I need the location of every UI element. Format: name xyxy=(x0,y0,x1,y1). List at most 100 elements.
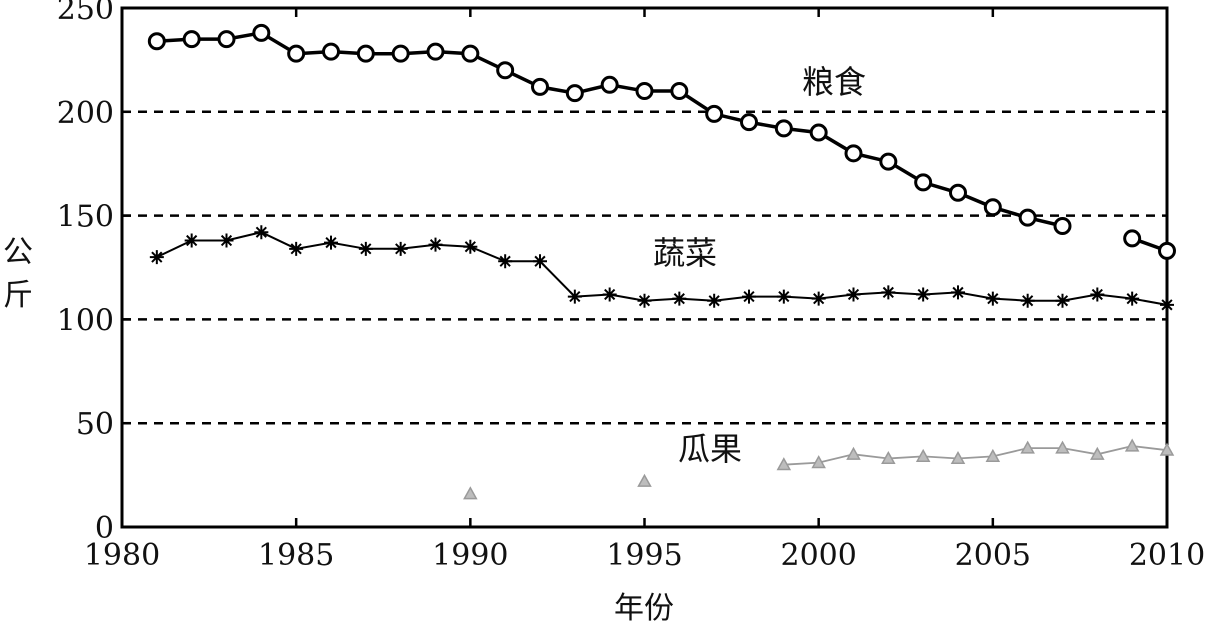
series-2-point-1995 xyxy=(637,473,652,487)
series-1-point-2005 xyxy=(985,291,1000,306)
x-tick-label-1985: 1985 xyxy=(258,538,334,573)
series-2-point-2005 xyxy=(985,448,1001,462)
series-0-point-1996 xyxy=(670,82,689,101)
x-tick-label-1980: 1980 xyxy=(84,538,160,573)
series-0-point-2006 xyxy=(1018,208,1037,227)
series-1-point-1991 xyxy=(498,254,513,269)
series-0-point-2010 xyxy=(1158,241,1176,260)
series-0-point-1985 xyxy=(287,44,306,63)
series-1-point-1985 xyxy=(289,241,304,256)
series-1-point-1981 xyxy=(149,250,164,265)
series-0-point-2009 xyxy=(1123,229,1142,248)
x-tick-label-2010: 2010 xyxy=(1129,538,1205,573)
y-tick-label-250: 250 xyxy=(57,0,114,27)
series-2-point-2009 xyxy=(1124,438,1140,452)
series-2-point-2004 xyxy=(950,450,966,465)
series-2-point-2010 xyxy=(1159,442,1175,456)
series-2-line-2 xyxy=(783,445,1168,466)
y-tick-label-200: 200 xyxy=(57,96,114,131)
y-axis-title: 公 斤 xyxy=(3,235,33,313)
series-2-point-2008 xyxy=(1090,446,1105,460)
series-2-point-1999 xyxy=(776,457,792,471)
series-0-point-1983 xyxy=(217,30,236,49)
series-1-point-1995 xyxy=(637,293,652,308)
y-tick-label-50: 50 xyxy=(76,407,114,442)
series-label-fruits: 瓜果 xyxy=(678,430,742,468)
series-1-point-2008 xyxy=(1090,287,1105,302)
series-0-point-1995 xyxy=(635,82,654,101)
axis-ticks: 1980 1985 1990 1995 2000 2005 2010 0 50 100 150 200… xyxy=(57,0,1205,573)
series-0-point-1984 xyxy=(252,23,271,42)
series-0-point-2001 xyxy=(844,144,863,163)
series-0-point-1988 xyxy=(391,44,410,63)
series-1-point-2007 xyxy=(1055,293,1070,308)
series-0-point-2000 xyxy=(809,123,828,142)
series-1-point-1989 xyxy=(428,237,443,252)
series-1-point-1996 xyxy=(672,291,687,306)
series-1-point-1999 xyxy=(776,289,791,304)
series-1-point-1990 xyxy=(463,239,478,254)
series-1-point-2003 xyxy=(916,287,931,302)
series-1-point-2009 xyxy=(1125,291,1140,306)
series-1-point-2010 xyxy=(1160,297,1174,312)
x-tick-label-1995: 1995 xyxy=(606,538,682,573)
series-0-point-1993 xyxy=(565,84,584,103)
series-label-grain: 粮食 xyxy=(802,63,866,101)
y-axis-title-char-2: 斤 xyxy=(3,278,33,313)
y-axis-title-char-1: 公 xyxy=(3,235,33,270)
x-tick-label-2005: 2005 xyxy=(955,538,1031,573)
series-2-point-1990 xyxy=(463,486,478,500)
series-0-point-1982 xyxy=(182,30,201,49)
series-1-point-1998 xyxy=(742,289,756,304)
x-tick-label-1990: 1990 xyxy=(432,538,508,573)
series-1-point-1984 xyxy=(254,225,269,240)
series-1-point-2000 xyxy=(811,291,826,306)
series-0-point-1986 xyxy=(322,42,340,61)
series-2-point-2001 xyxy=(846,446,861,460)
series-1-point-1988 xyxy=(393,241,408,256)
y-tick-label-0: 0 xyxy=(95,511,114,546)
x-axis-title: 年份 xyxy=(614,591,674,626)
series-2-point-2000 xyxy=(811,455,826,469)
series-1-point-1992 xyxy=(533,254,547,269)
series-0-point-1987 xyxy=(356,44,375,63)
series-0-point-1989 xyxy=(426,42,445,61)
series-2-point-2007 xyxy=(1055,440,1070,454)
series-0-point-1998 xyxy=(740,113,758,132)
series-0-point-1994 xyxy=(600,75,619,94)
series-2-point-2003 xyxy=(915,448,931,462)
series-1-point-1986 xyxy=(324,235,338,250)
series-1 xyxy=(149,225,1174,312)
series-0-point-2002 xyxy=(879,152,898,171)
series-0-point-1999 xyxy=(774,119,793,138)
series-1-point-2001 xyxy=(846,287,861,302)
series-group xyxy=(147,23,1176,500)
series-2-point-2002 xyxy=(881,450,896,465)
series-1-point-2006 xyxy=(1020,293,1035,308)
gridlines xyxy=(122,110,1167,425)
series-1-point-2004 xyxy=(951,285,965,300)
series-1-point-1983 xyxy=(219,233,234,248)
y-tick-label-150: 150 xyxy=(57,200,114,235)
series-0-point-1990 xyxy=(461,44,480,63)
series-0-point-1992 xyxy=(531,77,549,96)
series-0-point-2003 xyxy=(914,173,933,192)
series-0-point-2005 xyxy=(983,198,1002,217)
series-1-point-2002 xyxy=(881,285,896,300)
series-2-point-2006 xyxy=(1020,440,1035,454)
series-1-point-1997 xyxy=(707,293,722,308)
series-0-point-1997 xyxy=(705,104,724,123)
series-1-point-1993 xyxy=(567,289,582,304)
series-0-point-1991 xyxy=(496,61,515,80)
series-0-point-1981 xyxy=(147,32,166,51)
x-tick-label-2000: 2000 xyxy=(780,538,856,573)
series-0-point-2004 xyxy=(949,183,967,202)
series-1-point-1994 xyxy=(602,287,617,302)
series-0 xyxy=(147,23,1176,260)
series-0-point-2007 xyxy=(1053,216,1072,235)
series-1-point-1987 xyxy=(358,241,373,256)
y-tick-label-100: 100 xyxy=(57,303,114,338)
series-1-point-1982 xyxy=(184,233,199,248)
series-2 xyxy=(463,438,1175,500)
